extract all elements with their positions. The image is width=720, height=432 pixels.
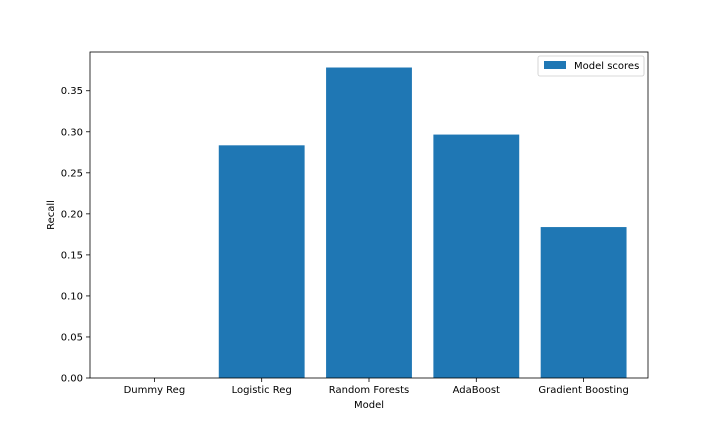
bar-random-forests: [326, 67, 412, 378]
y-tick-label: 0.20: [61, 209, 83, 220]
y-tick-label: 0.15: [61, 250, 83, 261]
x-tick-label: Dummy Reg: [124, 385, 186, 396]
x-tick-label: Random Forests: [329, 385, 409, 396]
bar-gradient-boosting: [540, 227, 627, 378]
legend: Model scores: [537, 55, 645, 77]
legend-swatch: [544, 61, 566, 69]
y-tick-label: 0.00: [61, 374, 83, 385]
y-tick-label: 0.30: [61, 127, 83, 138]
x-tick-label: AdaBoost: [453, 385, 500, 396]
y-tick-label: 0.35: [61, 86, 83, 97]
y-tick-label: 0.05: [61, 332, 83, 343]
x-axis-ticks: Dummy Reg Logistic Reg Random Forests AdaBo…: [124, 378, 629, 396]
bar-logistic-reg: [218, 145, 305, 378]
plot-frame: [89, 51, 649, 379]
x-tick-label: Logistic Reg: [232, 385, 292, 396]
legend-label: Model scores: [574, 61, 639, 72]
y-tick-label: 0.10: [61, 291, 83, 302]
y-axis-title: Recall: [46, 200, 57, 230]
bars-layer: [218, 67, 627, 378]
bar-adaboost: [433, 134, 520, 378]
y-axis-ticks: 0.00 0.05 0.10 0.15 0.20 0.25 0.30 0.35: [61, 86, 90, 385]
y-tick-label: 0.25: [61, 168, 83, 179]
x-axis-title: Model: [354, 400, 384, 411]
x-tick-label: Gradient Boosting: [538, 385, 628, 396]
